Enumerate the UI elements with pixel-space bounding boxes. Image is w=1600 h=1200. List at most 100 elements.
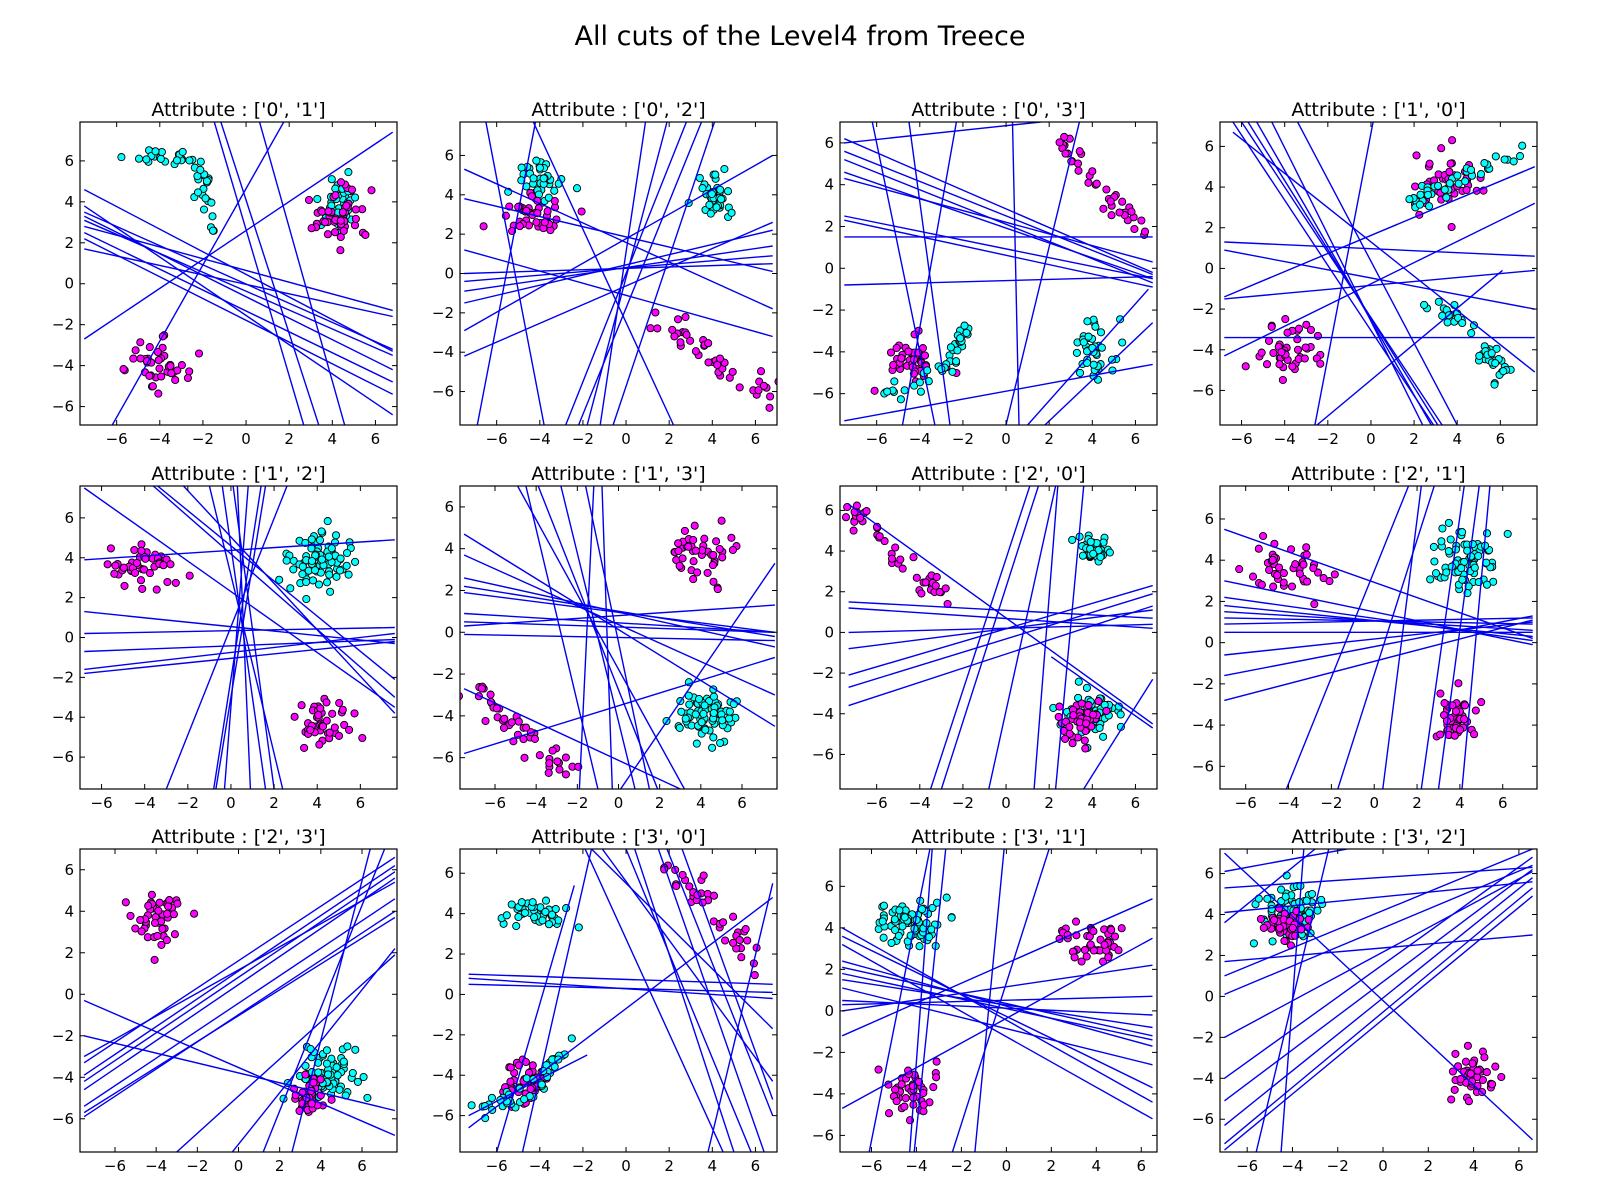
scatter-point-cyan [134,154,144,163]
scatter-point-cyan [1466,165,1476,174]
scatter-point-cyan [1086,537,1095,546]
scatter-point-magenta [167,369,176,378]
scatter-point-magenta [1100,940,1109,949]
cut-line [842,972,1153,1041]
scatter-point-cyan [528,898,537,907]
cut-line [841,927,1153,1103]
y-tick-label: 4 [1204,906,1214,924]
scatter-point-magenta [325,728,334,737]
scatter-point-magenta [1257,580,1266,589]
y-tick-label: 4 [444,540,454,558]
scatter-point-cyan [344,570,353,579]
scatter-point-cyan [1457,564,1466,573]
cut-line [584,486,651,789]
scatter-point-cyan [716,738,725,748]
scatter-point-magenta [555,765,564,774]
scatter-point-magenta [1436,689,1445,698]
x-tick-label: −2 [186,1157,208,1175]
scatter-point-magenta [1069,711,1078,720]
plot-area [467,849,774,1152]
scatter-point-magenta [185,571,194,580]
scatter-point-magenta [145,569,155,578]
scatter-point-cyan [1105,548,1114,557]
x-tick-label: −2 [1317,430,1339,448]
cut-line [1224,852,1533,1141]
cut-line [841,943,1153,1120]
scatter-point-magenta [131,346,140,355]
scatter-point-magenta [1473,1066,1482,1075]
scatter-point-magenta [1287,582,1297,591]
scatter-point-magenta [690,521,699,530]
cut-line [1224,887,1533,1145]
x-tick-label: −4 [525,794,547,812]
scatter-point-magenta [1114,946,1123,955]
scatter-point-cyan [1453,171,1462,180]
scatter-point-cyan [916,387,925,396]
x-tick-label: 6 [1496,430,1506,448]
scatter-point-cyan [709,733,718,742]
plot-area [1224,486,1533,789]
scatter-point-cyan [1305,908,1314,917]
scatter-point-cyan [323,578,332,587]
y-tick-label: 2 [444,225,454,243]
cut-line [848,584,1153,676]
scatter-point-cyan [1267,904,1276,914]
scatter-point-cyan [1444,518,1453,527]
scatter-point-cyan [336,554,345,563]
cut-line [1027,288,1149,425]
scatter-point-cyan [313,194,322,204]
x-tick-label: −4 [134,794,156,812]
x-tick-label: 4 [328,430,338,448]
scatter-point-magenta [1293,345,1303,354]
scatter-point-magenta [358,733,367,743]
cut-line [1224,849,1347,873]
cut-line [1224,596,1533,642]
scatter-point-magenta [1463,1041,1472,1050]
scatter-point-magenta [155,364,164,373]
cut-line [1296,122,1458,425]
scatter-point-magenta [668,325,677,334]
scatter-point-magenta [514,717,523,726]
scatter-point-magenta [1299,560,1308,569]
scatter-point-magenta [920,351,930,360]
scatter-point-cyan [282,556,291,565]
subplot-10: Attribute : ['3', '1'] −6 −4 −2 0 2 4 6 −6 −4 −2 0 2… [812,826,1158,1175]
scatter-point-magenta [686,336,695,345]
cut-line [560,486,636,789]
scatter-point-cyan [1118,338,1127,347]
scatter-point-magenta [1082,952,1091,961]
scatter-point-cyan [890,925,900,935]
scatter-point-cyan [694,694,704,704]
scatter-point-magenta [577,207,586,216]
scatter-point-magenta [735,936,744,945]
scatter-point-cyan [363,1093,372,1102]
scatter-point-magenta [737,953,746,962]
cut-line [929,486,1031,789]
cut-line [1280,849,1305,1152]
x-tick-label: 6 [751,1157,761,1175]
axes-grid: Attribute : ['0', '1'] −6 −4 −2 0 2 4 6 −6 −4 −2 0 2… [52,99,1538,1175]
scatter-point-cyan [890,915,899,924]
scatter-point-magenta [727,533,736,542]
cut-line [516,486,686,789]
y-tick-label: −6 [432,383,454,401]
scatter-point-cyan [1487,349,1496,358]
scatter-point-cyan [1440,185,1449,194]
scatter-point-magenta [321,218,330,227]
scatter-point-cyan [1461,177,1470,186]
axes-frame [1219,121,1538,426]
cut-line [476,122,537,425]
scatter-point-cyan [952,357,961,366]
scatter-point-magenta [1477,698,1486,707]
x-tick-label: 2 [1047,1157,1057,1175]
y-tick-label: −4 [432,1066,454,1084]
scatter-point-magenta [904,347,913,356]
cut-line [844,150,1153,276]
scatter-point-magenta [729,912,738,921]
scatter-point-magenta [651,308,660,317]
scatter-point-magenta [1054,712,1063,721]
scatter-point-magenta [136,915,145,925]
scatter-point-magenta [1302,543,1311,552]
cut-line [1232,131,1536,373]
cut-line [601,486,613,789]
